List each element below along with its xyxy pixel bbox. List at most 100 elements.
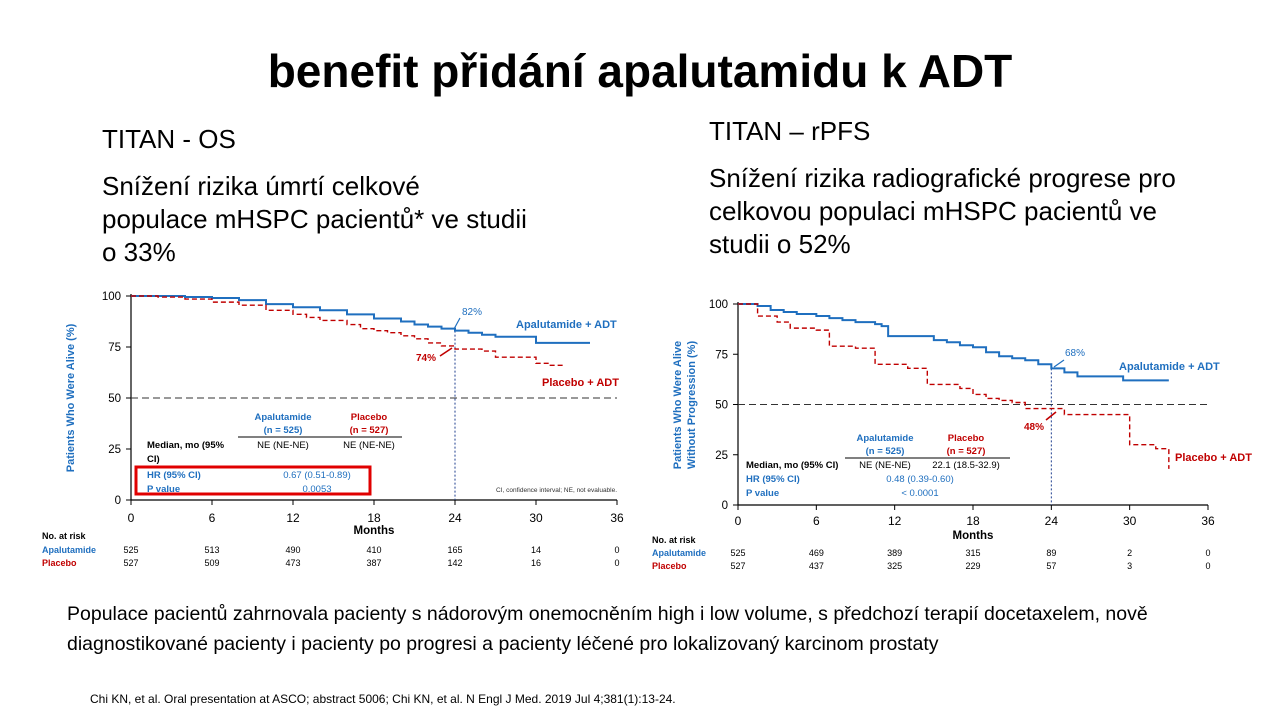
- os-table-cell: NE (NE-NE): [343, 440, 395, 451]
- os-at-risk-value: 473: [285, 558, 300, 568]
- os-x-tick-label: 12: [286, 511, 300, 525]
- rpfs-table-row-label: P value: [746, 488, 779, 499]
- rpfs-at-risk-value: 3: [1127, 561, 1132, 571]
- os-y-axis-label: Patients Who Were Alive (%): [65, 323, 77, 472]
- os-y-tick-label: 50: [108, 393, 121, 405]
- os-apalutamide-curve: [131, 295, 590, 344]
- rpfs-table-cell: NE (NE-NE): [859, 460, 911, 471]
- os-at-risk-value: 142: [447, 558, 462, 568]
- os-annotation-apalutamide: 82%: [462, 307, 482, 318]
- os-annotation-placebo: 74%: [416, 353, 436, 364]
- rpfs-table-cell: 22.1 (18.5-32.9): [932, 460, 1000, 471]
- footnote: Populace pacientů zahrnovala pacienty s …: [67, 603, 1148, 655]
- os-y-tick-label: 25: [108, 444, 121, 456]
- os-y-tick-label: 100: [102, 291, 121, 303]
- os-at-risk-value: 525: [123, 545, 138, 555]
- os-ci-note: CI, confidence interval; NE, not evaluab…: [496, 487, 617, 494]
- os-at-risk-value: 165: [447, 545, 462, 555]
- rpfs-x-tick-label: 12: [888, 514, 902, 528]
- os-x-tick-label: 36: [610, 511, 624, 525]
- os-table-row-label: Median, mo (95%: [147, 440, 225, 451]
- rpfs-legend-placebo: Placebo + ADT: [1175, 452, 1252, 464]
- os-table-row-label: P value: [147, 484, 180, 495]
- rpfs-y-tick-label: 100: [709, 299, 728, 311]
- rpfs-apalutamide-curve: [738, 303, 1169, 382]
- rpfs-table-header-placebo: Placebo: [948, 433, 985, 444]
- os-table-row-label: CI): [147, 454, 160, 465]
- os-at-risk-value: 0: [614, 545, 619, 555]
- rpfs-at-risk-title: No. at risk: [652, 535, 697, 545]
- rpfs-y-tick-label: 50: [715, 400, 728, 412]
- os-table-header-placebo-n: (n = 527): [350, 425, 389, 436]
- rpfs-table-cell: 0.48 (0.39-0.60): [886, 474, 954, 485]
- rpfs-at-risk-value: 437: [809, 561, 824, 571]
- os-legend-apalutamide: Apalutamide + ADT: [516, 319, 617, 331]
- rpfs-table-header-placebo-n: (n = 527): [947, 446, 986, 457]
- rpfs-x-tick-label: 18: [966, 514, 980, 528]
- rpfs-x-tick-label: 0: [735, 514, 742, 528]
- os-at-risk-value: 387: [366, 558, 381, 568]
- rpfs-table-row-label: HR (95% CI): [746, 474, 800, 485]
- os-x-axis-label: Months: [354, 525, 395, 537]
- os-heading: TITAN - OS: [102, 124, 236, 154]
- rpfs-placebo-curve: [738, 303, 1170, 469]
- rpfs-table-header-apalutamide-n: (n = 525): [866, 446, 905, 457]
- rpfs-at-risk-value: 325: [887, 561, 902, 571]
- os-at-risk-value: 0: [614, 558, 619, 568]
- os-x-tick-label: 18: [367, 511, 381, 525]
- rpfs-at-risk-value: 527: [730, 561, 745, 571]
- os-placebo-curve: [131, 295, 563, 367]
- rpfs-y-tick-label: 75: [715, 349, 728, 361]
- citation: Chi KN, et al. Oral presentation at ASCO…: [90, 692, 676, 706]
- rpfs-at-risk-value: 389: [887, 548, 902, 558]
- rpfs-annotation-placebo: 48%: [1024, 422, 1044, 433]
- os-at-risk-value: 410: [366, 545, 381, 555]
- rpfs-x-tick-label: 36: [1201, 514, 1215, 528]
- rpfs-annotation-arrow-apalutamide: [1053, 359, 1065, 368]
- slide-title: benefit přidání apalutamidu k ADT: [267, 45, 1013, 97]
- os-description: Snížení rizika úmrtí celkové populace mH…: [102, 171, 527, 267]
- rpfs-description: Snížení rizika radiografické progrese pr…: [709, 163, 1176, 259]
- rpfs-y-axis-label: Without Progression (%): [686, 341, 698, 470]
- os-table-header-apalutamide: Apalutamide: [254, 412, 311, 423]
- os-table-cell: 0.0053: [302, 484, 331, 495]
- os-x-tick-label: 6: [209, 511, 216, 525]
- os-at-risk-value: 16: [531, 558, 541, 568]
- rpfs-y-tick-label: 0: [722, 500, 728, 512]
- rpfs-annotation-apalutamide: 68%: [1065, 348, 1085, 359]
- os-annotation-arrow-placebo: [439, 347, 453, 357]
- rpfs-heading: TITAN – rPFS: [709, 116, 871, 146]
- os-annotation-arrow-apalutamide: [453, 317, 461, 330]
- rpfs-table-cell: < 0.0001: [901, 488, 938, 499]
- rpfs-at-risk-label: Placebo: [652, 561, 687, 571]
- os-table-header-apalutamide-n: (n = 525): [264, 425, 303, 436]
- rpfs-at-risk-value: 315: [965, 548, 980, 558]
- os-table-header-placebo: Placebo: [351, 412, 388, 423]
- os-at-risk-label: Apalutamide: [42, 545, 96, 555]
- os-table-row-label: HR (95% CI): [147, 470, 201, 481]
- rpfs-y-tick-label: 25: [715, 450, 728, 462]
- os-x-tick-label: 0: [128, 511, 135, 525]
- rpfs-x-tick-label: 24: [1045, 514, 1059, 528]
- rpfs-x-tick-label: 6: [813, 514, 820, 528]
- rpfs-table-header-apalutamide: Apalutamide: [856, 433, 913, 444]
- rpfs-at-risk-label: Apalutamide: [652, 548, 706, 558]
- os-x-tick-label: 30: [529, 511, 543, 525]
- rpfs-at-risk-value: 2: [1127, 548, 1132, 558]
- rpfs-at-risk-value: 57: [1046, 561, 1056, 571]
- rpfs-at-risk-value: 89: [1046, 548, 1056, 558]
- rpfs-annotation-arrow-placebo: [1045, 411, 1057, 421]
- os-highlight-box: [134, 465, 372, 496]
- os-legend-placebo: Placebo + ADT: [542, 377, 619, 389]
- rpfs-at-risk-value: 0: [1205, 561, 1210, 571]
- os-at-risk-title: No. at risk: [42, 531, 87, 541]
- rpfs-at-risk-value: 525: [730, 548, 745, 558]
- rpfs-y-axis-label: Patients Who Were Alive: [672, 341, 684, 469]
- rpfs-at-risk-value: 469: [809, 548, 824, 558]
- os-at-risk-value: 509: [204, 558, 219, 568]
- rpfs-at-risk-value: 229: [965, 561, 980, 571]
- rpfs-legend-apalutamide: Apalutamide + ADT: [1119, 361, 1220, 373]
- os-table-cell: 0.67 (0.51-0.89): [283, 470, 351, 481]
- os-at-risk-value: 527: [123, 558, 138, 568]
